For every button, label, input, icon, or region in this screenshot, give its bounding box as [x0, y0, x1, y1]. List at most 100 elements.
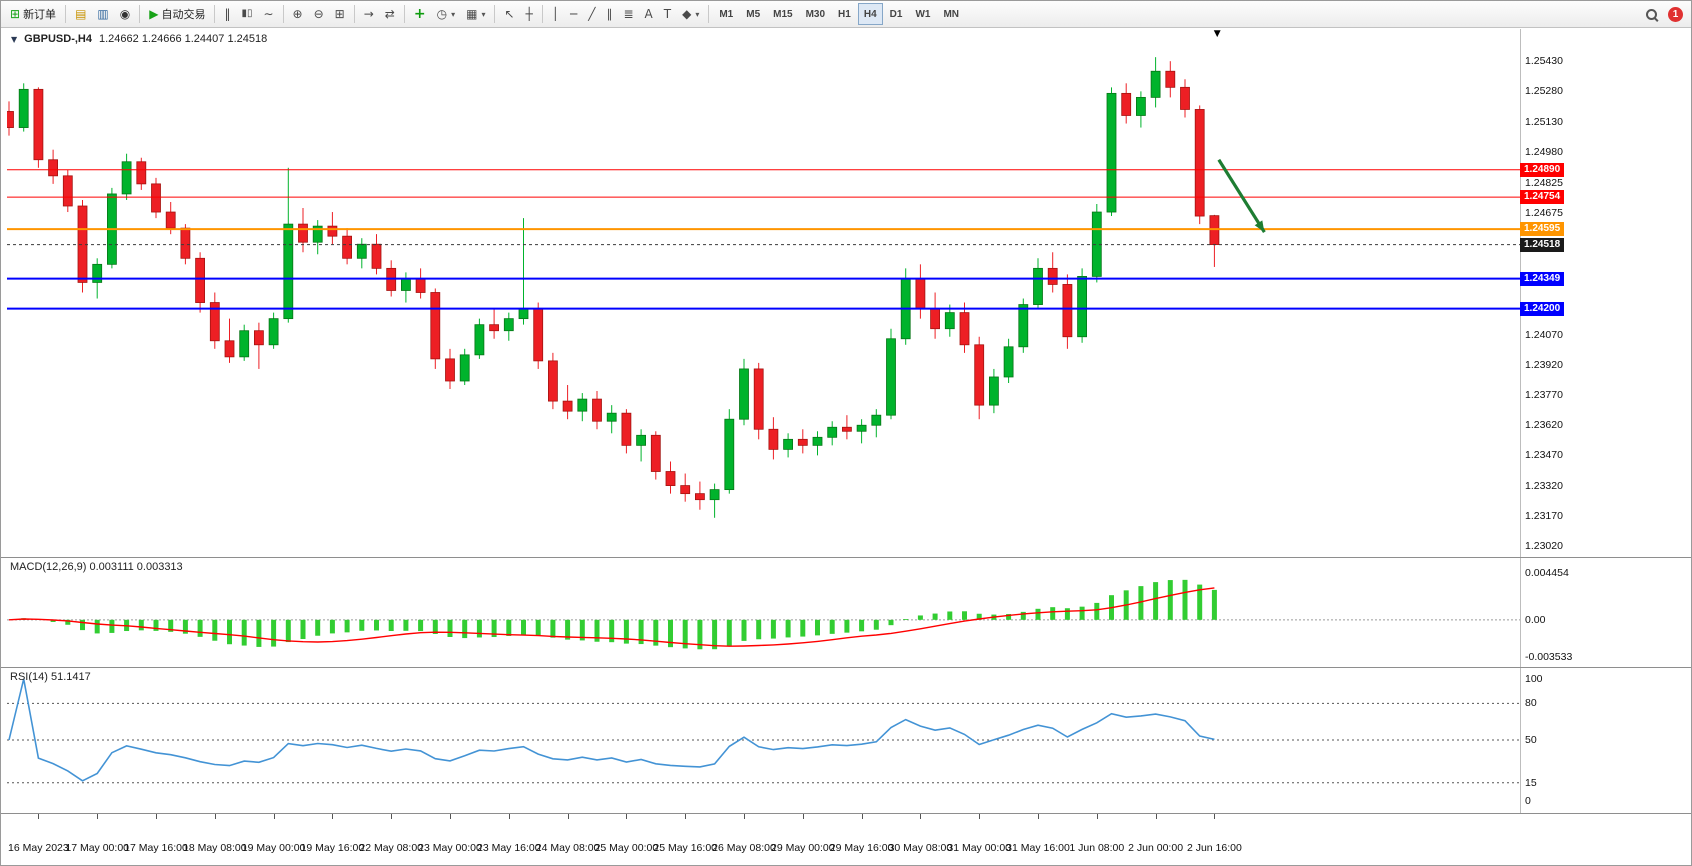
timeframe-h1-button[interactable]: H1: [832, 3, 857, 25]
candle-body: [974, 344, 985, 406]
candle-body: [121, 161, 132, 195]
timeframe-d1-button[interactable]: D1: [884, 3, 909, 25]
price-line-badge[interactable]: 1.24890: [1520, 162, 1565, 177]
candle-body: [518, 308, 529, 320]
crosshair-button[interactable]: ┼: [521, 3, 538, 25]
chart-shift-icon: ⇄: [384, 7, 395, 21]
templates-button[interactable]: ▦ ▾: [461, 3, 490, 25]
periods-button[interactable]: ◷ ▾: [432, 3, 461, 25]
chart-shift-button[interactable]: ⇄: [380, 3, 400, 25]
new-order-button[interactable]: ⊞ 新订单: [5, 3, 61, 25]
timeframe-m5-button[interactable]: M5: [740, 3, 766, 25]
price-axis-label: 1.25130: [1525, 115, 1563, 128]
time-axis-label: 2 Jun 16:00: [1186, 842, 1242, 854]
text-label-icon: T: [663, 7, 672, 21]
candle-body: [739, 368, 749, 420]
cursor-button[interactable]: ↖: [499, 3, 519, 25]
candle-body: [915, 278, 926, 309]
time-axis-label: 16 May 2023: [8, 842, 69, 854]
candle-body: [151, 183, 161, 213]
candle-body: [886, 338, 896, 416]
market-watch-button[interactable]: ▥: [92, 3, 113, 25]
one-click-trading-icon[interactable]: ▼: [11, 34, 18, 44]
zoom-in-button[interactable]: ⊕: [288, 3, 308, 25]
time-axis-tick: [744, 814, 745, 819]
chart-ohlc-quote: 1.24662 1.24666 1.24407 1.24518: [99, 33, 268, 45]
timeframe-m30-button[interactable]: M30: [800, 3, 831, 25]
channel-button[interactable]: ∥: [601, 3, 617, 25]
candle-body: [459, 354, 470, 382]
trendline-icon: ╱: [588, 7, 596, 21]
candle-body: [636, 434, 646, 446]
price-axis-label: 1.23020: [1525, 539, 1563, 552]
time-axis-tick: [685, 814, 687, 819]
channel-icon: ∥: [606, 7, 613, 21]
horizontal-line-button[interactable]: ─: [565, 3, 582, 25]
time-axis-tick: [1096, 814, 1098, 819]
price-chart-canvas[interactable]: [7, 29, 1521, 558]
macd-canvas[interactable]: [7, 559, 1521, 667]
price-line-badge[interactable]: 1.24200: [1520, 301, 1565, 316]
time-axis-tick: [97, 814, 99, 819]
chart-profiles-button[interactable]: ▤: [70, 3, 91, 25]
price-line-badge[interactable]: 1.24349: [1520, 271, 1565, 286]
zoom-out-button[interactable]: ⊖: [309, 3, 329, 25]
templates-icon: ▦: [466, 7, 478, 21]
candle-body: [371, 243, 382, 269]
auto-scroll-button[interactable]: →: [359, 3, 379, 25]
candlestick-chart-button[interactable]: ▮▯: [236, 3, 257, 25]
timeframe-mn-button[interactable]: MN: [937, 3, 965, 25]
candle-body: [1077, 276, 1087, 338]
notification-badge[interactable]: 1: [1668, 6, 1683, 22]
timeframe-m1-button[interactable]: M1: [713, 3, 739, 25]
line-chart-button[interactable]: ∼: [258, 3, 278, 25]
candle-body: [1121, 92, 1132, 116]
shapes-button[interactable]: ◆ ▾: [677, 3, 704, 25]
time-axis-tick: [214, 814, 216, 819]
auto-scroll-icon: →: [363, 7, 374, 21]
toolbar-separator: [139, 5, 141, 23]
vertical-line-button[interactable]: │: [547, 3, 564, 25]
time-marker-icon[interactable]: ▼: [1213, 29, 1221, 39]
bar-chart-button[interactable]: ‖: [219, 3, 235, 25]
price-axis-label: 1.23920: [1525, 358, 1563, 371]
autotrading-button[interactable]: ▶ 自动交易: [144, 3, 210, 25]
time-axis-tick: [567, 814, 569, 819]
price-line-badge[interactable]: 1.24518: [1520, 237, 1565, 252]
panel-divider[interactable]: [1, 557, 1691, 558]
candle-body: [842, 426, 852, 432]
rsi-value: 51.1417: [50, 671, 91, 683]
text-button[interactable]: A: [640, 3, 658, 25]
macd-label: MACD(12,26,9) 0.003111 0.003313: [10, 561, 183, 573]
price-axis-label: 1.23770: [1525, 389, 1563, 402]
candle-body: [533, 308, 544, 362]
new-order-icon: ⊞: [10, 7, 21, 21]
panel-divider[interactable]: [1, 667, 1691, 668]
candle-body: [1165, 70, 1176, 88]
macd-axis-label: 0.00: [1525, 613, 1546, 626]
price-line-badge[interactable]: 1.24754: [1520, 190, 1565, 205]
navigator-button[interactable]: ◉: [115, 3, 135, 25]
shapes-icon: ◆: [682, 7, 692, 21]
search-button[interactable]: [1640, 3, 1663, 25]
candle-body: [1062, 284, 1073, 338]
periods-icon: ◷: [436, 7, 448, 21]
rsi-canvas[interactable]: [7, 669, 1521, 813]
time-axis-label: 31 May 00:00: [947, 842, 1012, 854]
timeframe-w1-button[interactable]: W1: [909, 3, 936, 25]
indicators-button[interactable]: +: [409, 3, 431, 25]
dropdown-arrow-icon: ▾: [695, 9, 700, 19]
candle-body: [989, 376, 999, 406]
timeframe-m15-button[interactable]: M15: [767, 3, 798, 25]
trendline-button[interactable]: ╱: [583, 3, 600, 25]
candle-body: [7, 111, 14, 128]
timeframe-h4-button[interactable]: H4: [857, 3, 883, 25]
candle-body: [562, 400, 573, 412]
price-line-badge[interactable]: 1.24595: [1520, 222, 1565, 237]
candle-body: [18, 88, 29, 128]
text-label-button[interactable]: T: [659, 3, 676, 25]
tile-windows-button[interactable]: ⊞: [330, 3, 350, 25]
time-axis-tick: [1038, 814, 1039, 819]
arrow-annotation[interactable]: [1217, 158, 1266, 234]
fibonacci-button[interactable]: ≣: [618, 3, 638, 25]
